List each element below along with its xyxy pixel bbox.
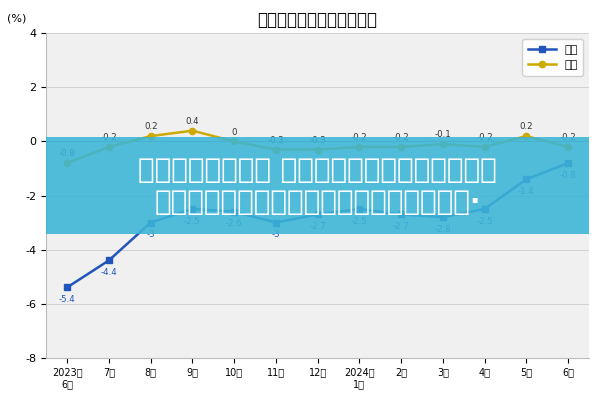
Text: -1.4: -1.4 <box>518 187 535 196</box>
同比 <box>230 209 238 214</box>
Text: 0: 0 <box>232 128 237 137</box>
环比 <box>356 144 363 149</box>
Text: -2.5: -2.5 <box>351 216 368 226</box>
同比 <box>314 212 321 217</box>
Text: -2.5: -2.5 <box>476 216 493 226</box>
Text: 0.2: 0.2 <box>520 122 533 131</box>
Text: -0.2: -0.2 <box>476 133 493 142</box>
Text: -0.1: -0.1 <box>434 130 451 139</box>
Text: -2.5: -2.5 <box>184 216 201 226</box>
同比 <box>481 207 488 212</box>
同比 <box>565 161 572 166</box>
Text: -0.3: -0.3 <box>268 136 284 145</box>
环比 <box>230 139 238 144</box>
Legend: 同比, 环比: 同比, 环比 <box>523 39 583 76</box>
同比 <box>523 177 530 182</box>
同比 <box>272 220 280 225</box>
Text: -3: -3 <box>272 230 280 239</box>
Text: -0.2: -0.2 <box>351 133 368 142</box>
Text: -4.4: -4.4 <box>101 268 118 277</box>
Y-axis label: (%): (%) <box>7 14 26 24</box>
Text: -0.3: -0.3 <box>309 136 326 145</box>
环比 <box>106 144 113 149</box>
环比 <box>272 147 280 152</box>
环比 <box>189 128 196 133</box>
环比 <box>439 142 446 146</box>
Text: -0.2: -0.2 <box>560 133 577 142</box>
环比 <box>64 161 71 166</box>
Text: -0.2: -0.2 <box>393 133 409 142</box>
Text: -2.6: -2.6 <box>226 219 242 228</box>
Line: 同比: 同比 <box>64 160 571 290</box>
Text: -3: -3 <box>146 230 155 239</box>
同比 <box>397 212 404 217</box>
Text: 低息炒股配资公司 俄罗斯首次核打击将袭击美国
军事专家、以色列情报部门前负责人雅科夫·: 低息炒股配资公司 俄罗斯首次核打击将袭击美国 军事专家、以色列情报部门前负责人雅… <box>138 156 497 216</box>
环比 <box>565 144 572 149</box>
Text: -0.8: -0.8 <box>59 149 76 158</box>
环比 <box>314 147 321 152</box>
Text: -2.7: -2.7 <box>393 222 409 231</box>
Title: 工业生产者出厂价格涨跌幅: 工业生产者出厂价格涨跌幅 <box>257 11 377 29</box>
同比 <box>106 258 113 263</box>
环比 <box>397 144 404 149</box>
同比 <box>189 207 196 212</box>
同比 <box>64 285 71 290</box>
同比 <box>439 215 446 220</box>
Text: -0.2: -0.2 <box>101 133 118 142</box>
Text: -2.7: -2.7 <box>309 222 326 231</box>
Text: 0.2: 0.2 <box>144 122 158 131</box>
同比 <box>147 220 154 225</box>
Line: 环比: 环比 <box>64 128 571 166</box>
环比 <box>147 134 154 138</box>
Text: -5.4: -5.4 <box>59 295 76 304</box>
Text: -0.8: -0.8 <box>560 171 577 180</box>
Text: -2.8: -2.8 <box>434 225 451 234</box>
同比 <box>356 207 363 212</box>
环比 <box>523 134 530 138</box>
环比 <box>481 144 488 149</box>
Text: 0.4: 0.4 <box>185 117 199 126</box>
